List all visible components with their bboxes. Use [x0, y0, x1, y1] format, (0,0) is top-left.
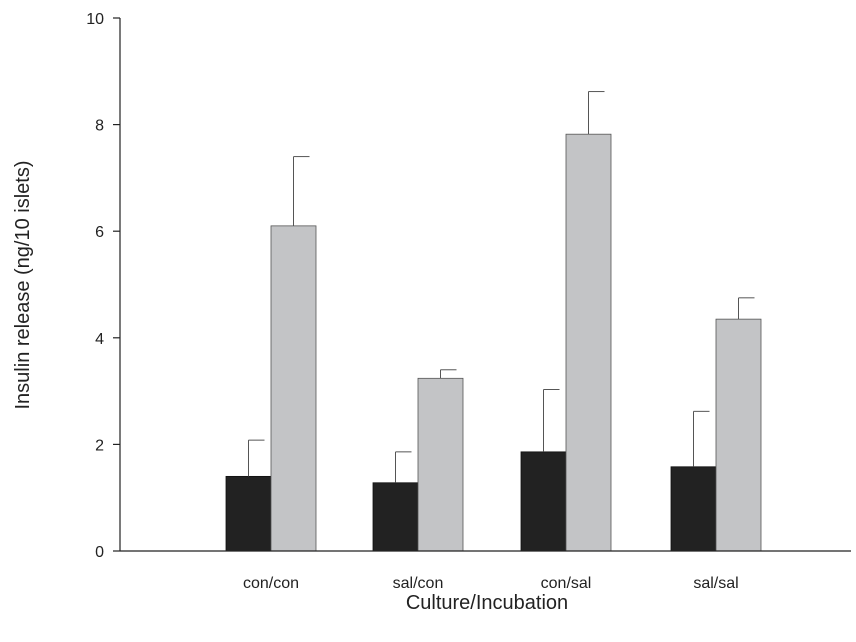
- error-bar-con/sal-series-2: [588, 91, 605, 135]
- y-tick-label: 8: [95, 118, 104, 135]
- error-bar-sal/sal-series-2: [738, 297, 755, 320]
- y-tick-label: 10: [86, 11, 104, 28]
- x-ticks-layer: con/con sal/con con/sal sal/sal: [243, 575, 739, 592]
- error-bar-con/con-series-2: [293, 156, 310, 226]
- y-ticks-layer: 0 2 4 6 8 10: [86, 11, 120, 561]
- bars-layer: [225, 133, 762, 552]
- bar-sal/sal-series-2: [715, 318, 762, 552]
- error-bar-sal/con-series-2: [440, 369, 457, 379]
- error-bar-sal/con-series-1: [395, 451, 412, 483]
- bar-sal/sal-series-1: [670, 466, 717, 552]
- bar-sal/con-series-1: [372, 482, 419, 552]
- error-bars-layer: [248, 91, 755, 483]
- bar-sal/con-series-2: [417, 377, 464, 552]
- bar-con/con-series-2: [270, 225, 317, 552]
- y-tick-label: 6: [95, 224, 104, 241]
- x-tick-label: con/con: [243, 575, 299, 592]
- x-tick-label: sal/sal: [693, 575, 738, 592]
- error-bar-con/con-series-1: [248, 439, 265, 477]
- y-tick-label: 2: [95, 437, 104, 454]
- bar-con/con-series-1: [225, 475, 272, 552]
- y-tick-label: 4: [95, 331, 104, 348]
- bar-con/sal-series-1: [520, 451, 567, 552]
- y-tick-label: 0: [95, 544, 104, 561]
- x-axis-title: Culture/Incubation: [406, 592, 568, 614]
- y-axis-title: Insulin release (ng/10 islets): [12, 160, 34, 409]
- x-tick-label: con/sal: [541, 575, 592, 592]
- bar-con/sal-series-2: [565, 133, 612, 552]
- error-bar-sal/sal-series-1: [693, 410, 710, 467]
- axes-layer: [119, 18, 851, 552]
- x-tick-label: sal/con: [393, 575, 444, 592]
- error-bar-con/sal-series-1: [543, 389, 560, 452]
